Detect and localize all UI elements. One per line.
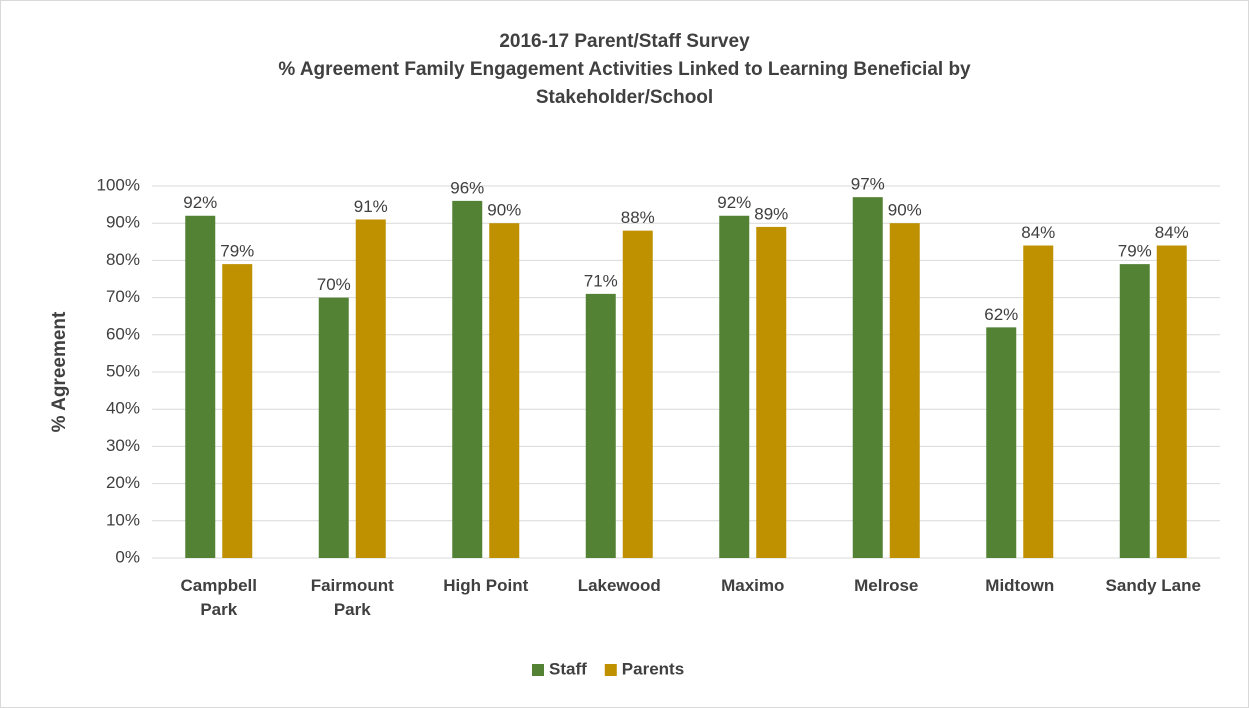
bar [986,327,1017,558]
bar [622,230,653,558]
bar [719,215,750,558]
data-label: 96% [450,178,484,197]
bar [222,264,253,558]
data-label: 84% [1021,223,1055,242]
x-tick-label: High Point [443,576,529,595]
y-tick-label: 70% [106,287,140,306]
legend-swatch [532,664,544,676]
x-tick-label: Fairmount Park [310,576,394,619]
data-label: 84% [1155,223,1189,242]
data-label: 89% [754,204,788,223]
data-label: 90% [487,201,521,220]
y-tick-label: 60% [106,324,140,343]
data-label: 97% [851,175,885,194]
legend-label: Parents [622,659,684,678]
bar [452,200,483,558]
data-label: 92% [183,193,217,212]
x-tick-label: Campbell Park [180,576,258,619]
y-tick-label: 10% [106,510,140,529]
x-tick-label: Melrose [854,576,919,595]
y-tick-label: 0% [115,547,140,566]
bar [852,197,883,558]
y-tick-label: 30% [106,436,140,455]
y-axis-label: % Agreement [49,311,70,432]
bar [756,226,787,559]
y-tick-label: 20% [106,473,140,492]
y-tick-label: 50% [106,361,140,380]
bar [1119,264,1150,558]
data-label: 79% [1118,242,1152,261]
x-tick-label: Sandy Lane [1105,576,1201,595]
x-tick-label: Midtown [985,576,1055,595]
legend-swatch [604,664,617,676]
y-tick-label: 40% [106,399,140,418]
bar [185,215,216,558]
chart-subtitle: % Agreement Family Engagement Activities… [278,59,971,108]
chart-title: 2016-17 Parent/Staff Survey [499,31,750,52]
data-label: 79% [220,242,254,261]
bar [889,223,920,558]
bar [318,297,349,558]
y-tick-label: 80% [106,250,140,269]
data-label: 91% [354,197,388,216]
bar [585,293,616,558]
x-tick-label: Maximo [721,576,785,595]
bar [355,219,386,559]
bar [489,223,520,558]
data-label: 71% [584,271,618,290]
legend-label: Staff [549,659,587,678]
bar [1156,245,1187,558]
data-label: 88% [621,208,655,227]
y-tick-label: 100% [97,175,140,194]
y-tick-label: 90% [106,213,140,232]
data-label: 62% [984,305,1018,324]
data-label: 90% [888,201,922,220]
data-label: 92% [717,193,751,212]
data-label: 70% [317,275,351,294]
x-tick-label: Lakewood [577,576,661,595]
bar [1023,245,1054,558]
